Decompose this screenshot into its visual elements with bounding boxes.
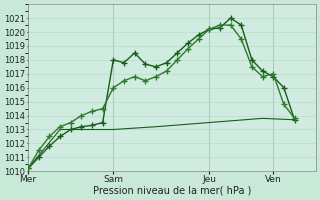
X-axis label: Pression niveau de la mer( hPa ): Pression niveau de la mer( hPa ) [93,186,251,196]
